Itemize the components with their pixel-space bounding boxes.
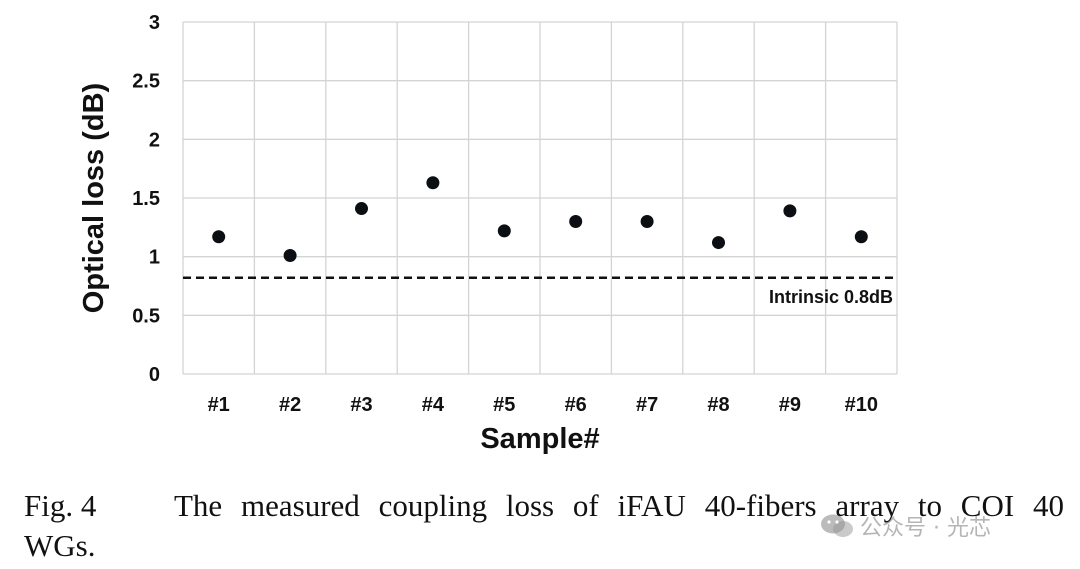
y-tick-labels: 0 0.5 1 1.5 2 2.5 3 bbox=[132, 12, 160, 386]
y-tick-label: 0.5 bbox=[132, 305, 160, 327]
x-tick-label: #2 bbox=[279, 394, 301, 416]
data-point bbox=[212, 230, 226, 244]
y-tick-label: 1.5 bbox=[132, 188, 160, 210]
scatter-chart: Intrinsic 0.8dB 0 0.5 1 1.5 2 2.5 3 #1 #2 #3 #4 #5… bbox=[78, 12, 898, 455]
caption-text-line1: The measured coupling loss of iFAU 40-fi… bbox=[174, 488, 1064, 523]
x-tick-label: #3 bbox=[350, 394, 372, 416]
grid-lines bbox=[182, 21, 898, 375]
watermark: 公众号 · 光芯 bbox=[820, 510, 991, 542]
y-tick-label: 2 bbox=[149, 129, 160, 151]
data-points bbox=[212, 176, 868, 262]
x-tick-label: #1 bbox=[208, 394, 230, 416]
data-point bbox=[569, 214, 583, 228]
figure-number: Fig. 4 bbox=[24, 488, 97, 523]
data-point bbox=[854, 230, 868, 244]
data-point bbox=[497, 224, 511, 238]
intrinsic-loss-label: Intrinsic 0.8dB bbox=[769, 287, 893, 307]
x-tick-labels: #1 #2 #3 #4 #5 #6 #7 #8 #9 #10 bbox=[208, 394, 878, 416]
y-tick-label: 1 bbox=[149, 247, 160, 269]
reference-line-group: Intrinsic 0.8dB bbox=[183, 276, 897, 307]
x-tick-label: #9 bbox=[779, 394, 801, 416]
x-tick-label: #4 bbox=[422, 394, 445, 416]
watermark-text: 公众号 · 光芯 bbox=[860, 516, 991, 541]
x-tick-label: #5 bbox=[493, 394, 515, 416]
data-point bbox=[426, 176, 440, 190]
x-tick-label: #8 bbox=[707, 394, 729, 416]
data-point bbox=[640, 214, 654, 228]
y-tick-label: 3 bbox=[149, 12, 160, 34]
data-point bbox=[283, 248, 297, 262]
data-point bbox=[783, 204, 797, 218]
y-tick-label: 0 bbox=[149, 364, 160, 386]
figure-caption: Fig. 4 The measured coupling loss of iFA… bbox=[24, 486, 1064, 566]
x-axis-title: Sample# bbox=[480, 423, 599, 455]
y-axis-title: Optical loss (dB) bbox=[78, 83, 110, 313]
x-tick-label: #7 bbox=[636, 394, 658, 416]
x-tick-label: #6 bbox=[565, 394, 587, 416]
data-point bbox=[712, 236, 725, 250]
caption-text-line2: WGs. bbox=[24, 528, 96, 563]
y-tick-label: 2.5 bbox=[132, 71, 160, 93]
wechat-icon bbox=[821, 514, 853, 537]
x-tick-label: #10 bbox=[845, 394, 878, 416]
data-point bbox=[355, 202, 368, 216]
